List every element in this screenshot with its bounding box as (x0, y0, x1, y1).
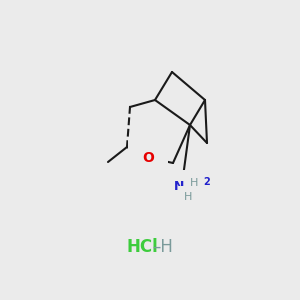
Text: O: O (142, 151, 154, 165)
Text: HCl: HCl (126, 238, 158, 256)
Text: 2: 2 (203, 177, 210, 187)
Text: H: H (190, 178, 198, 188)
Text: NH: NH (185, 181, 206, 194)
Text: H: H (184, 192, 192, 202)
Text: –H: –H (152, 238, 173, 256)
Text: NH: NH (174, 179, 194, 193)
